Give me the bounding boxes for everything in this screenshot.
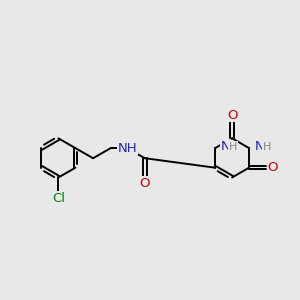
Text: H: H <box>229 142 237 152</box>
Text: N: N <box>255 140 265 153</box>
Text: O: O <box>140 177 150 190</box>
Text: N: N <box>221 140 231 153</box>
Text: O: O <box>268 161 278 174</box>
Text: O: O <box>227 109 237 122</box>
Text: Cl: Cl <box>52 192 65 205</box>
Text: H: H <box>262 142 271 152</box>
Text: NH: NH <box>117 142 137 154</box>
